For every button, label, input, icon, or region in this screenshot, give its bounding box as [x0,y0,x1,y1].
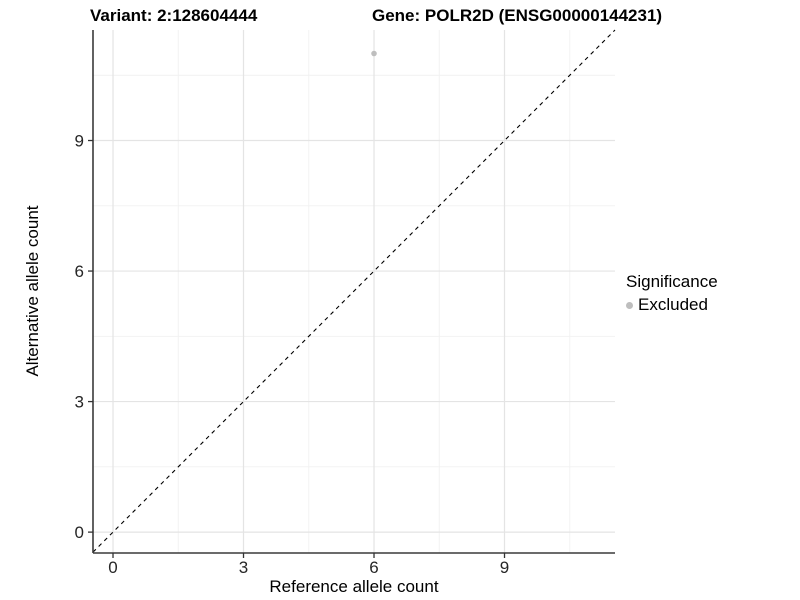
variant-title: Variant: 2:128604444 [90,6,258,25]
x-tick-label: 3 [239,558,248,577]
legend-entry-excluded: Excluded [626,295,718,315]
excluded-point-icon [626,301,633,309]
x-tick-label: 6 [369,558,378,577]
y-tick-label: 3 [75,393,84,412]
legend-title: Significance [626,272,718,291]
y-tick-label: 9 [75,132,84,151]
legend: Significance Excluded [626,272,718,315]
y-axis-title: Alternative allele count [23,205,42,377]
legend-entry-label: Excluded [638,295,708,314]
x-axis-title: Reference allele count [269,577,439,596]
x-tick-label: 0 [108,558,117,577]
x-tick-label: 9 [500,558,509,577]
gene-title: Gene: POLR2D (ENSG00000144231) [372,6,663,25]
identity-line [92,29,616,553]
y-tick-label: 6 [75,262,84,281]
y-tick-label: 0 [75,523,84,542]
data-point [371,50,377,57]
